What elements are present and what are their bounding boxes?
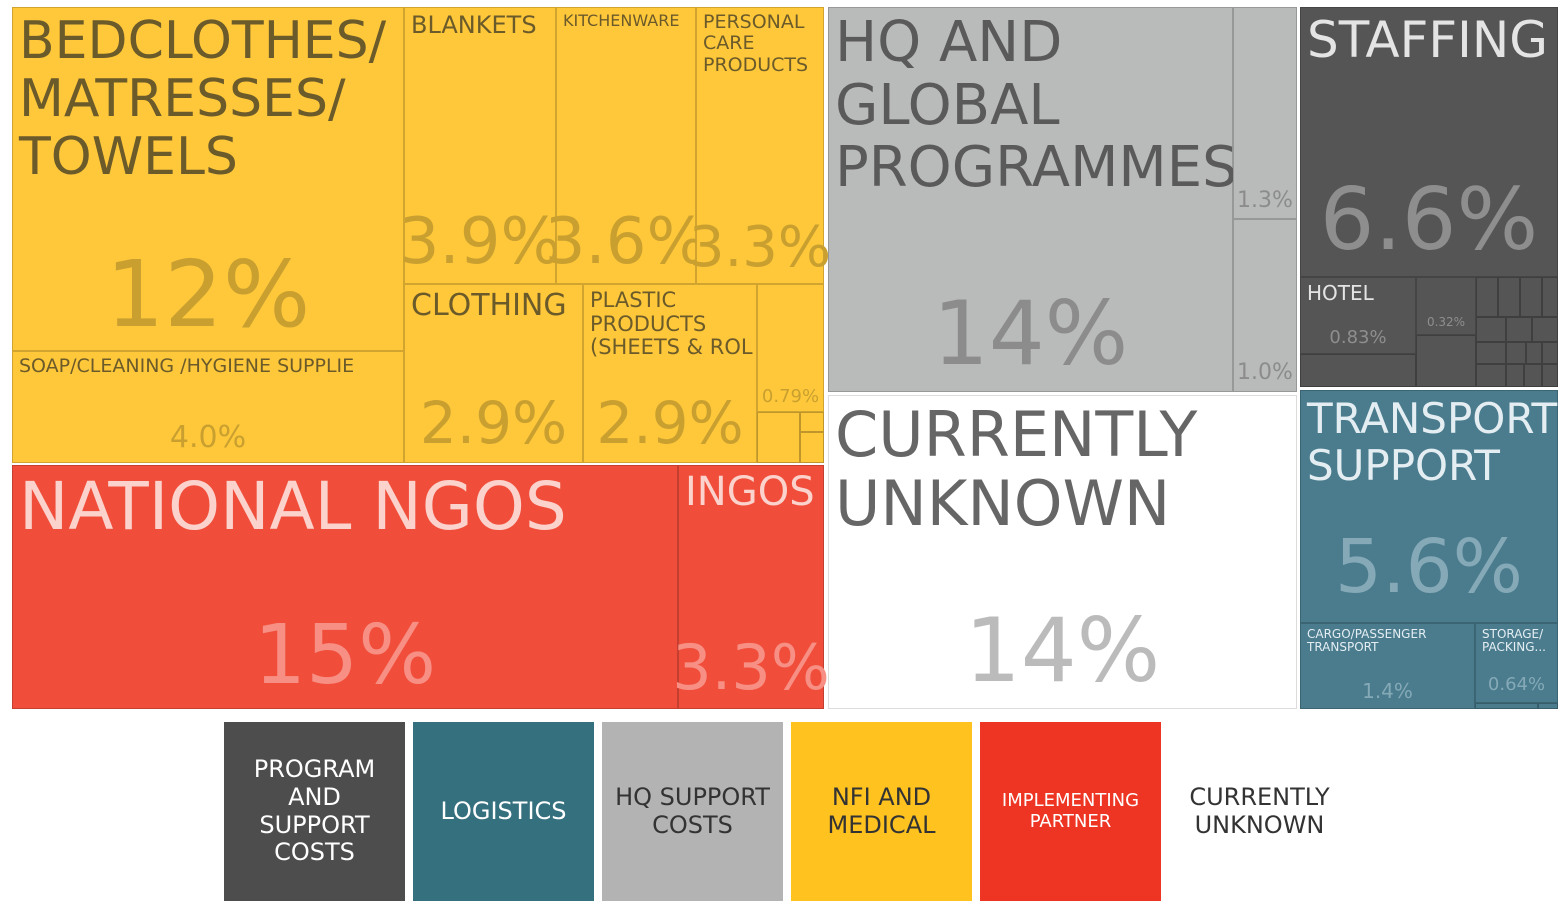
small-tile <box>1526 342 1542 364</box>
legend-item: IMPLEMENTING PARTNER <box>980 722 1161 901</box>
legend-item: HQ SUPPORT COSTS <box>602 722 783 901</box>
tile: KITCHENWARE 3.6% <box>545 7 707 284</box>
tile: CURRENTLY UNKNOWN 14% <box>828 395 1297 709</box>
tile-label: CARGO/PASSENGER TRANSPORT <box>1307 627 1427 655</box>
tile: BEDCLOTHES/ MATRESSES/ TOWELS 12% <box>12 7 404 351</box>
value-label: 14% <box>964 599 1161 702</box>
small-tile <box>800 432 824 463</box>
small-tile <box>1542 364 1558 387</box>
value-label: 0.32% <box>1426 315 1466 329</box>
small-tile <box>1524 364 1542 387</box>
small-tile <box>1542 342 1558 364</box>
tile: 0.79% <box>757 284 824 412</box>
tile-label: CURRENTLY UNKNOWN <box>835 398 1198 541</box>
tile-label: STAFFING <box>1307 11 1549 69</box>
tile: 1.3% <box>1233 7 1297 219</box>
small-tile <box>1506 317 1532 342</box>
small-tile <box>1300 354 1416 387</box>
small-tile <box>800 412 824 432</box>
tile: CARGO/PASSENGER TRANSPORT 1.4% <box>1300 623 1475 709</box>
tile: TRANSPORT SUPPORT 5.6% <box>1300 390 1558 623</box>
value-label: 14% <box>932 282 1129 385</box>
tile-label: PERSONAL CARE PRODUCTS <box>703 11 809 76</box>
value-label: 0.79% <box>761 386 820 407</box>
legend-item: CURRENTLY UNKNOWN <box>1169 722 1350 901</box>
small-tile <box>1475 703 1538 709</box>
small-tile <box>1542 277 1558 317</box>
tile-label: PLASTIC PRODUCTS (SHEETS & ROL <box>590 288 753 360</box>
tile: HQ AND GLOBAL PROGRAMMES 14% <box>828 7 1238 392</box>
value-label: 3.9% <box>398 205 562 279</box>
tile-label: HQ AND GLOBAL PROGRAMMES <box>835 10 1238 201</box>
tile: PERSONAL CARE PRODUCTS 3.3% <box>689 7 831 284</box>
tile: INGOS 3.3% <box>672 465 830 709</box>
value-label: 3.6% <box>544 205 708 279</box>
tile-label: KITCHENWARE <box>563 11 680 30</box>
tile: PLASTIC PRODUCTS (SHEETS & ROL 2.9% <box>583 284 757 463</box>
small-tile <box>1476 364 1506 387</box>
value-label: 0.83% <box>1329 327 1387 348</box>
tile: BLANKETS 3.9% <box>399 7 561 284</box>
small-tile <box>1506 364 1524 387</box>
small-tile <box>1416 335 1476 387</box>
tile-label: NATIONAL NGOS <box>19 468 567 545</box>
tile-label: STORAGE/ PACKING... <box>1482 627 1546 655</box>
legend-item: NFI AND MEDICAL <box>791 722 972 901</box>
tile: STAFFING 6.6% <box>1300 7 1558 277</box>
tile: NATIONAL NGOS 15% <box>12 465 678 709</box>
tile: 0.32% <box>1416 277 1476 335</box>
value-label: 2.9% <box>596 389 744 457</box>
small-tile <box>1476 277 1498 317</box>
tile: HOTEL 0.83% <box>1300 277 1416 354</box>
tile: STORAGE/ PACKING... 0.64% <box>1475 623 1558 703</box>
value-label: 3.3% <box>672 631 830 704</box>
small-tile <box>1532 317 1558 342</box>
value-label: 2.9% <box>419 389 568 457</box>
value-label: 15% <box>253 608 437 703</box>
tile-label: INGOS <box>685 469 815 515</box>
value-label: 4.0% <box>169 420 247 455</box>
tile-label: HOTEL <box>1307 281 1374 305</box>
value-label: 1.4% <box>1362 679 1413 703</box>
tile-label: BEDCLOTHES/ MATRESSES/ TOWELS <box>19 11 387 188</box>
value-label: 0.64% <box>1487 674 1546 695</box>
small-tile <box>1506 342 1526 364</box>
value-label: 1.0% <box>1237 360 1293 385</box>
tile: SOAP/CLEANING /HYGIENE SUPPLIE 4.0% <box>12 351 404 463</box>
tile-label: SOAP/CLEANING /HYGIENE SUPPLIE <box>19 355 355 377</box>
small-tile <box>1520 277 1542 317</box>
tile: 1.0% <box>1233 219 1297 392</box>
legend-item: LOGISTICS <box>413 722 594 901</box>
small-tile <box>1538 703 1558 709</box>
value-label: 5.6% <box>1335 524 1523 610</box>
tile: CLOTHING 2.9% <box>404 284 583 463</box>
value-label: 6.6% <box>1319 170 1539 270</box>
value-label: 3.3% <box>688 215 832 280</box>
small-tile <box>1476 342 1506 364</box>
small-tile <box>757 412 800 463</box>
tile-label: BLANKETS <box>411 11 537 39</box>
small-tile <box>1498 277 1520 317</box>
value-label: 1.3% <box>1237 188 1293 213</box>
tile-label: CLOTHING <box>411 288 567 323</box>
small-tile <box>1476 317 1506 342</box>
legend-item: PROGRAM AND SUPPORT COSTS <box>224 722 405 901</box>
tile-label: TRANSPORT SUPPORT <box>1307 394 1558 491</box>
value-label: 12% <box>105 241 311 348</box>
